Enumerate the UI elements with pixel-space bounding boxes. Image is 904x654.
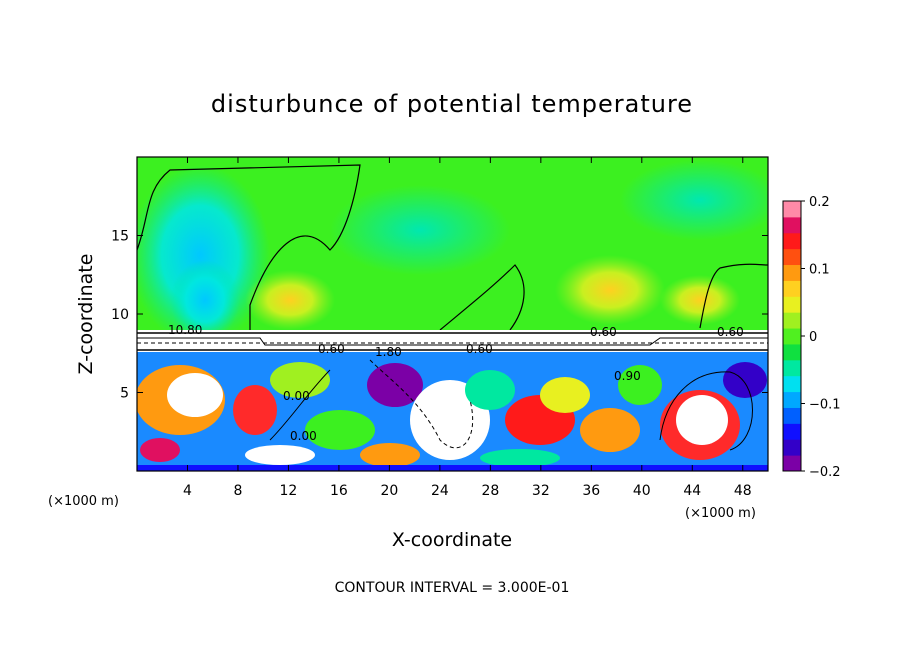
- colorbar-segment: [783, 248, 801, 266]
- y-axis: 5 10 15: [111, 229, 768, 402]
- colorbar-segment: [783, 407, 801, 424]
- colorbar-segment: [783, 423, 801, 440]
- colorbar-segment: [783, 216, 801, 234]
- contour-label: 0.60: [466, 342, 493, 356]
- colorbar-tick-label: −0.2: [809, 465, 841, 480]
- chart-title: disturbunce of potential temperature: [211, 90, 693, 118]
- colorbar-tick-label: 0.2: [809, 195, 830, 210]
- colorbar-tick-label: −0.1: [809, 398, 841, 413]
- colorbar-segment: [783, 328, 801, 345]
- x-unit-right: (×1000 m): [685, 506, 756, 521]
- colorbar-tick-label: 0.1: [809, 263, 830, 278]
- contour-label: 0.60: [717, 325, 744, 339]
- y-tick-label: 15: [111, 229, 129, 245]
- contour-label: 10.80: [168, 323, 202, 337]
- lower-contour-a: [369, 359, 474, 449]
- contour-label: 0.00: [283, 389, 310, 403]
- x-tick-label: 44: [683, 483, 701, 499]
- colorbar-segment: [783, 280, 801, 297]
- contour-label: 0.60: [318, 342, 345, 356]
- x-tick-label: 12: [280, 483, 298, 499]
- warm-anomaly-right2: [660, 275, 740, 325]
- colorbar-segment: [783, 375, 801, 393]
- x-tick-label: 32: [532, 483, 550, 499]
- lower-contour-c: [659, 371, 753, 451]
- x-tick-label: 16: [330, 483, 348, 499]
- upper-contour-3: [699, 263, 768, 329]
- warm-anomaly-left: [245, 270, 335, 330]
- x-tick-label: 36: [582, 483, 600, 499]
- colorbar-segment: [783, 296, 801, 313]
- contour-label: 0.60: [590, 325, 617, 339]
- colorbar-segment: [783, 312, 801, 329]
- contour-label: 1.80: [375, 345, 402, 359]
- colorbar-segment: [783, 359, 801, 377]
- colorbar-segment: [783, 232, 801, 250]
- warm-anomaly-right: [555, 255, 665, 325]
- contour-label: 0.00: [290, 429, 317, 443]
- y-tick-label: 10: [111, 307, 129, 323]
- inversion-contour-2: [137, 337, 768, 346]
- mint-anomaly-2: [620, 160, 768, 240]
- colorbar-segment: [783, 391, 801, 408]
- contour-interval-note: CONTOUR INTERVAL = 3.000E-01: [335, 580, 570, 596]
- x-tick-label: 20: [380, 483, 398, 499]
- colorbar-segment: [783, 201, 801, 218]
- upper-contour-2: [439, 264, 525, 331]
- inversion-band: [137, 330, 768, 352]
- x-tick-label: 8: [233, 483, 242, 499]
- y-tick-label: 5: [120, 386, 129, 402]
- x-unit-left: (×1000 m): [48, 494, 119, 509]
- colorbar-segment: [783, 264, 801, 281]
- colorbar-segment: [783, 343, 801, 361]
- colorbar-segment: [783, 439, 801, 456]
- x-axis-title: X-coordinate: [392, 529, 512, 551]
- x-axis: 4 8 12 16 20 24 28 32 36 40 44 48: [183, 157, 752, 499]
- x-tick-label: 4: [183, 483, 192, 499]
- plot-area: [137, 157, 768, 471]
- contour-labels: 10.80 0.60 0.60 0.60 1.80 0.00 0.00 0.90…: [168, 323, 744, 443]
- colorbar-tick-label: 0: [809, 330, 817, 345]
- x-tick-label: 48: [734, 483, 752, 499]
- colorbar-segment: [783, 455, 801, 472]
- lower-contour-b: [269, 369, 331, 441]
- x-tick-label: 28: [481, 483, 499, 499]
- cold-anomaly-core: [170, 260, 240, 340]
- colorbar: 0.2 0.1 0 −0.1 −0.2: [782, 195, 841, 480]
- contour-label: 0.90: [614, 369, 641, 383]
- x-tick-label: 24: [431, 483, 449, 499]
- upper-contour: [137, 164, 361, 330]
- y-axis-title: Z-coordinate: [75, 254, 97, 375]
- x-tick-label: 40: [633, 483, 651, 499]
- lower-layer-field: [137, 352, 768, 471]
- mint-anomaly: [330, 185, 510, 275]
